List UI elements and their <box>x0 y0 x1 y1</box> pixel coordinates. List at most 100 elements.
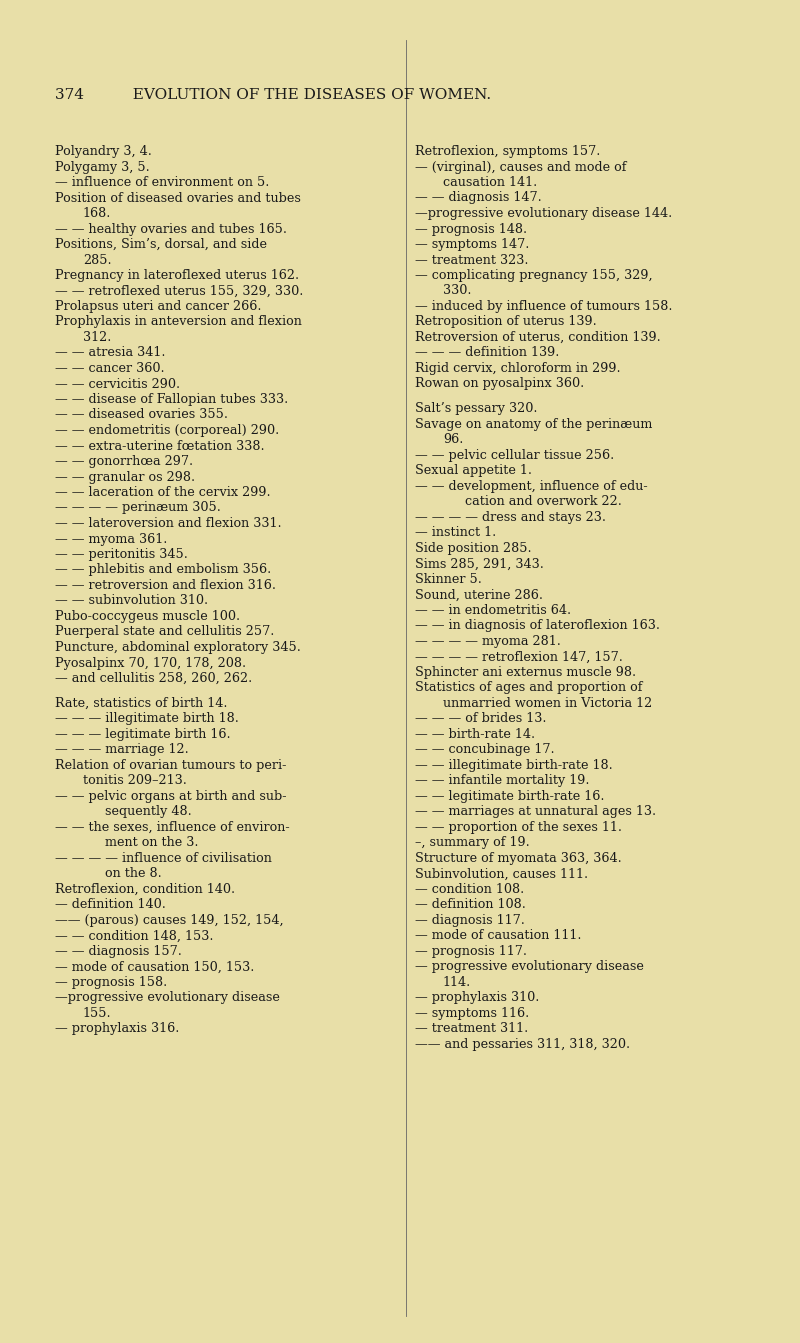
Text: sequently 48.: sequently 48. <box>105 806 192 818</box>
Text: — — extra-uterine fœtation 338.: — — extra-uterine fœtation 338. <box>55 439 265 453</box>
Text: Polygamy 3, 5.: Polygamy 3, 5. <box>55 161 150 173</box>
Text: Relation of ovarian tumours to peri-: Relation of ovarian tumours to peri- <box>55 759 286 772</box>
Text: — — retroflexed uterus 155, 329, 330.: — — retroflexed uterus 155, 329, 330. <box>55 285 303 298</box>
Text: — — — illegitimate birth 18.: — — — illegitimate birth 18. <box>55 712 239 725</box>
Text: — — laceration of the cervix 299.: — — laceration of the cervix 299. <box>55 486 270 500</box>
Text: 155.: 155. <box>83 1007 112 1019</box>
Text: — — peritonitis 345.: — — peritonitis 345. <box>55 548 188 561</box>
Text: — — — — retroflexion 147, 157.: — — — — retroflexion 147, 157. <box>415 650 623 663</box>
Text: — — lateroversion and flexion 331.: — — lateroversion and flexion 331. <box>55 517 282 530</box>
Text: — — healthy ovaries and tubes 165.: — — healthy ovaries and tubes 165. <box>55 223 287 235</box>
Text: — instinct 1.: — instinct 1. <box>415 526 496 540</box>
Text: — — birth-rate 14.: — — birth-rate 14. <box>415 728 535 741</box>
Text: — induced by influence of tumours 158.: — induced by influence of tumours 158. <box>415 299 673 313</box>
Text: — symptoms 116.: — symptoms 116. <box>415 1007 530 1019</box>
Text: Rate, statistics of birth 14.: Rate, statistics of birth 14. <box>55 697 227 710</box>
Text: — treatment 323.: — treatment 323. <box>415 254 529 266</box>
Text: — progressive evolutionary disease: — progressive evolutionary disease <box>415 960 644 974</box>
Text: Rowan on pyosalpinx 360.: Rowan on pyosalpinx 360. <box>415 377 584 391</box>
Text: Positions, Sim’s, dorsal, and side: Positions, Sim’s, dorsal, and side <box>55 238 267 251</box>
Text: — prognosis 148.: — prognosis 148. <box>415 223 527 235</box>
Text: — — cancer 360.: — — cancer 360. <box>55 363 165 375</box>
Text: Savage on anatomy of the perinæum: Savage on anatomy of the perinæum <box>415 418 652 431</box>
Text: — — legitimate birth-rate 16.: — — legitimate birth-rate 16. <box>415 790 605 803</box>
Text: — — diagnosis 157.: — — diagnosis 157. <box>55 944 182 958</box>
Text: 374          EVOLUTION OF THE DISEASES OF WOMEN.: 374 EVOLUTION OF THE DISEASES OF WOMEN. <box>55 89 491 102</box>
Text: — — myoma 361.: — — myoma 361. <box>55 533 167 545</box>
Text: — — the sexes, influence of environ-: — — the sexes, influence of environ- <box>55 821 290 834</box>
Text: Skinner 5.: Skinner 5. <box>415 573 482 586</box>
Text: — — — — perinæum 305.: — — — — perinæum 305. <box>55 501 221 514</box>
Text: causation 141.: causation 141. <box>443 176 538 189</box>
Text: Sexual appetite 1.: Sexual appetite 1. <box>415 465 532 477</box>
Text: — — cervicitis 290.: — — cervicitis 290. <box>55 377 180 391</box>
Text: 114.: 114. <box>443 976 471 988</box>
Text: Pyosalpinx 70, 170, 178, 208.: Pyosalpinx 70, 170, 178, 208. <box>55 657 246 670</box>
Text: — prognosis 158.: — prognosis 158. <box>55 976 167 988</box>
Text: Rigid cervix, chloroform in 299.: Rigid cervix, chloroform in 299. <box>415 363 621 375</box>
Text: — and cellulitis 258, 260, 262.: — and cellulitis 258, 260, 262. <box>55 672 252 685</box>
Text: 96.: 96. <box>443 434 463 446</box>
Text: — — marriages at unnatural ages 13.: — — marriages at unnatural ages 13. <box>415 806 656 818</box>
Text: Sims 285, 291, 343.: Sims 285, 291, 343. <box>415 557 544 571</box>
Text: — — retroversion and flexion 316.: — — retroversion and flexion 316. <box>55 579 276 592</box>
Text: Sound, uterine 286.: Sound, uterine 286. <box>415 588 543 602</box>
Text: — — condition 148, 153.: — — condition 148, 153. <box>55 929 214 943</box>
Text: —progressive evolutionary disease 144.: —progressive evolutionary disease 144. <box>415 207 672 220</box>
Text: 168.: 168. <box>83 207 111 220</box>
Text: 330.: 330. <box>443 285 471 298</box>
Text: — — — — dress and stays 23.: — — — — dress and stays 23. <box>415 510 606 524</box>
Text: Structure of myomata 363, 364.: Structure of myomata 363, 364. <box>415 851 622 865</box>
Text: — — endometritis (corporeal) 290.: — — endometritis (corporeal) 290. <box>55 424 279 436</box>
Text: cation and overwork 22.: cation and overwork 22. <box>465 496 622 508</box>
Text: — — — marriage 12.: — — — marriage 12. <box>55 743 189 756</box>
Text: –, summary of 19.: –, summary of 19. <box>415 837 530 849</box>
Text: ment on the 3.: ment on the 3. <box>105 837 198 849</box>
Text: — — infantile mortality 19.: — — infantile mortality 19. <box>415 775 590 787</box>
Text: — — gonorrhœa 297.: — — gonorrhœa 297. <box>55 455 193 467</box>
Text: 285.: 285. <box>83 254 112 266</box>
Text: — prognosis 117.: — prognosis 117. <box>415 944 527 958</box>
Text: — — — legitimate birth 16.: — — — legitimate birth 16. <box>55 728 230 741</box>
Text: — — — — myoma 281.: — — — — myoma 281. <box>415 635 561 647</box>
Text: — — illegitimate birth-rate 18.: — — illegitimate birth-rate 18. <box>415 759 613 772</box>
Text: — (virginal), causes and mode of: — (virginal), causes and mode of <box>415 161 626 173</box>
Text: —— and pessaries 311, 318, 320.: —— and pessaries 311, 318, 320. <box>415 1038 630 1050</box>
Text: Retroversion of uterus, condition 139.: Retroversion of uterus, condition 139. <box>415 330 661 344</box>
Text: — complicating pregnancy 155, 329,: — complicating pregnancy 155, 329, <box>415 269 653 282</box>
Text: — — phlebitis and embolism 356.: — — phlebitis and embolism 356. <box>55 564 271 576</box>
Text: tonitis 209–213.: tonitis 209–213. <box>83 775 187 787</box>
Text: Statistics of ages and proportion of: Statistics of ages and proportion of <box>415 681 642 694</box>
Text: — influence of environment on 5.: — influence of environment on 5. <box>55 176 270 189</box>
Text: — — — definition 139.: — — — definition 139. <box>415 346 559 360</box>
Text: — — in diagnosis of lateroflexion 163.: — — in diagnosis of lateroflexion 163. <box>415 619 660 633</box>
Text: Puerperal state and cellulitis 257.: Puerperal state and cellulitis 257. <box>55 626 274 638</box>
Text: — prophylaxis 310.: — prophylaxis 310. <box>415 991 539 1005</box>
Text: — — diseased ovaries 355.: — — diseased ovaries 355. <box>55 408 228 422</box>
Text: Retroflexion, condition 140.: Retroflexion, condition 140. <box>55 882 235 896</box>
Text: — diagnosis 117.: — diagnosis 117. <box>415 913 525 927</box>
Text: Puncture, abdominal exploratory 345.: Puncture, abdominal exploratory 345. <box>55 641 301 654</box>
Text: Sphincter ani externus muscle 98.: Sphincter ani externus muscle 98. <box>415 666 636 678</box>
Text: — mode of causation 111.: — mode of causation 111. <box>415 929 582 943</box>
Text: — prophylaxis 316.: — prophylaxis 316. <box>55 1022 179 1035</box>
Text: — treatment 311.: — treatment 311. <box>415 1022 528 1035</box>
Text: — — granular os 298.: — — granular os 298. <box>55 470 195 483</box>
Text: —progressive evolutionary disease: —progressive evolutionary disease <box>55 991 280 1005</box>
Text: Position of diseased ovaries and tubes: Position of diseased ovaries and tubes <box>55 192 301 204</box>
Text: Subinvolution, causes 111.: Subinvolution, causes 111. <box>415 868 588 880</box>
Text: — — concubinage 17.: — — concubinage 17. <box>415 743 554 756</box>
Text: — — diagnosis 147.: — — diagnosis 147. <box>415 192 542 204</box>
Text: Prolapsus uteri and cancer 266.: Prolapsus uteri and cancer 266. <box>55 299 262 313</box>
Text: — — pelvic organs at birth and sub-: — — pelvic organs at birth and sub- <box>55 790 286 803</box>
Text: Side position 285.: Side position 285. <box>415 541 532 555</box>
Text: — condition 108.: — condition 108. <box>415 882 524 896</box>
Text: — — pelvic cellular tissue 256.: — — pelvic cellular tissue 256. <box>415 449 614 462</box>
Text: — — atresia 341.: — — atresia 341. <box>55 346 166 360</box>
Text: Pubo-coccygeus muscle 100.: Pubo-coccygeus muscle 100. <box>55 610 240 623</box>
Text: — symptoms 147.: — symptoms 147. <box>415 238 530 251</box>
Text: Prophylaxis in anteversion and flexion: Prophylaxis in anteversion and flexion <box>55 316 302 329</box>
Text: — definition 108.: — definition 108. <box>415 898 526 912</box>
Text: —— (parous) causes 149, 152, 154,: —— (parous) causes 149, 152, 154, <box>55 913 284 927</box>
Text: — — in endometritis 64.: — — in endometritis 64. <box>415 604 571 616</box>
